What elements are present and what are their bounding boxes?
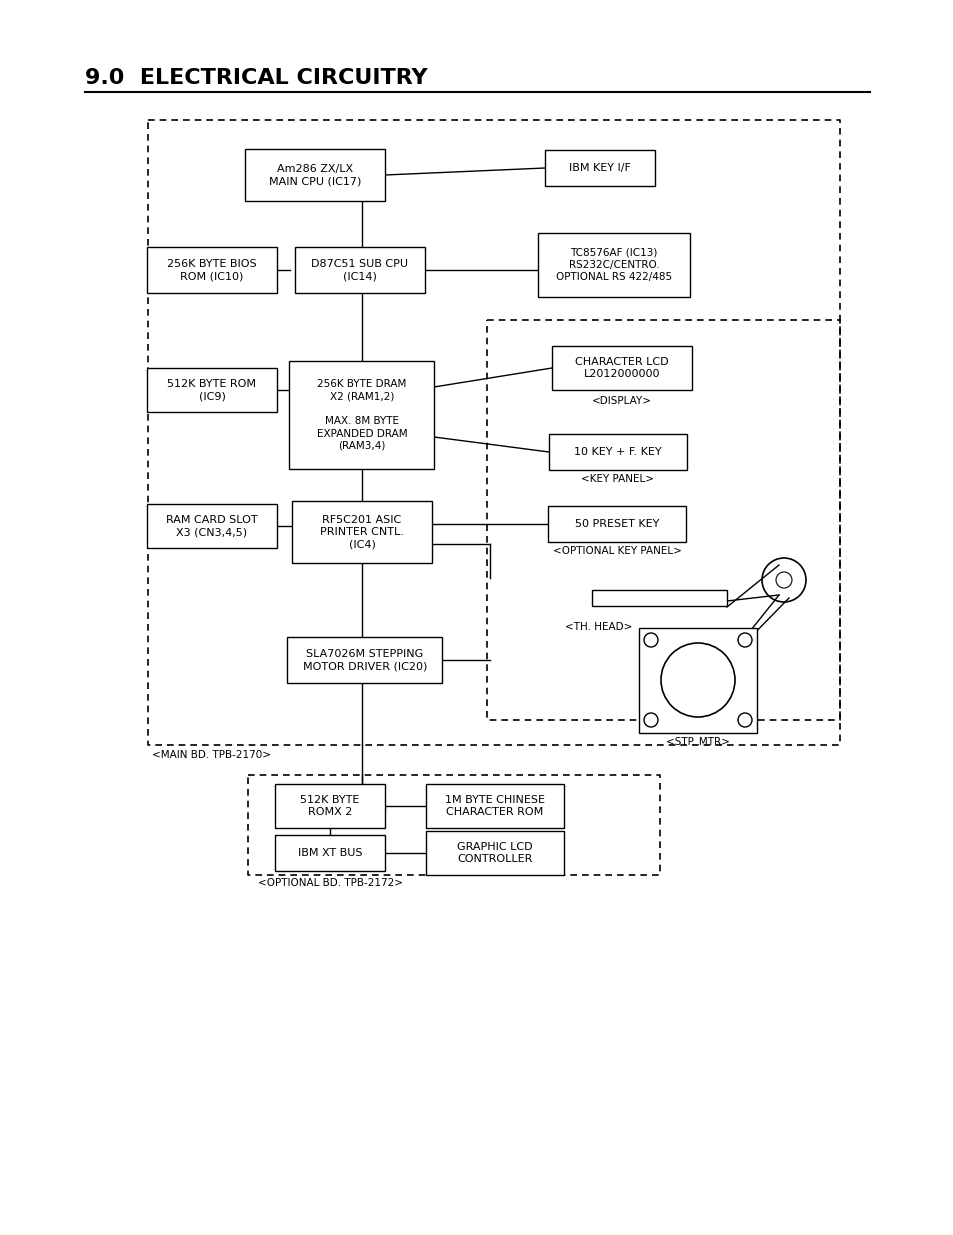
Text: 9.0  ELECTRICAL CIRCUITRY: 9.0 ELECTRICAL CIRCUITRY: [85, 68, 427, 88]
Text: RAM CARD SLOT
X3 (CN3,4,5): RAM CARD SLOT X3 (CN3,4,5): [166, 515, 257, 537]
Bar: [639, 627, 757, 732]
Bar: [426, 831, 563, 876]
Bar: [147, 368, 276, 412]
Bar: [547, 506, 685, 542]
Text: <OPTIONAL BD. TPB-2172>: <OPTIONAL BD. TPB-2172>: [257, 878, 402, 888]
Text: GRAPHIC LCD
CONTROLLER: GRAPHIC LCD CONTROLLER: [456, 842, 533, 864]
Bar: [274, 835, 385, 871]
Bar: [274, 784, 385, 827]
Text: Am286 ZX/LX
MAIN CPU (IC17): Am286 ZX/LX MAIN CPU (IC17): [269, 164, 361, 186]
Bar: [592, 590, 727, 606]
Text: IBM KEY I/F: IBM KEY I/F: [569, 163, 630, 173]
Text: <STP. MTR>: <STP. MTR>: [665, 737, 729, 747]
Text: 50 PRESET KEY: 50 PRESET KEY: [575, 519, 659, 529]
Bar: [426, 784, 563, 827]
Text: RF5C201 ASIC
PRINTER CNTL.
(IC4): RF5C201 ASIC PRINTER CNTL. (IC4): [319, 515, 403, 550]
Text: <MAIN BD. TPB-2170>: <MAIN BD. TPB-2170>: [152, 750, 271, 760]
Bar: [289, 361, 434, 469]
Bar: [292, 501, 432, 563]
Bar: [537, 233, 689, 296]
Text: <OPTIONAL KEY PANEL>: <OPTIONAL KEY PANEL>: [552, 546, 680, 556]
Text: SLA7026M STEPPING
MOTOR DRIVER (IC20): SLA7026M STEPPING MOTOR DRIVER (IC20): [302, 648, 427, 671]
Bar: [147, 504, 276, 548]
Text: CHARACTER LCD
L2012000000: CHARACTER LCD L2012000000: [575, 357, 668, 379]
Bar: [294, 247, 424, 293]
Text: 256K BYTE DRAM
X2 (RAM1,2)

MAX. 8M BYTE
EXPANDED DRAM
(RAM3,4): 256K BYTE DRAM X2 (RAM1,2) MAX. 8M BYTE …: [316, 379, 407, 451]
Text: D87C51 SUB CPU
(IC14): D87C51 SUB CPU (IC14): [312, 259, 408, 282]
Bar: [147, 247, 276, 293]
Text: 512K BYTE ROM
(IC9): 512K BYTE ROM (IC9): [168, 379, 256, 401]
Text: <TH. HEAD>: <TH. HEAD>: [564, 622, 632, 632]
Text: <DISPLAY>: <DISPLAY>: [592, 396, 651, 406]
Text: TC8576AF (IC13)
RS232C/CENTRO.
OPTIONAL RS 422/485: TC8576AF (IC13) RS232C/CENTRO. OPTIONAL …: [556, 247, 671, 283]
Text: 10 KEY + F. KEY: 10 KEY + F. KEY: [574, 447, 661, 457]
Bar: [287, 637, 442, 683]
Bar: [548, 433, 686, 471]
Text: <KEY PANEL>: <KEY PANEL>: [581, 474, 654, 484]
Bar: [552, 346, 691, 390]
Bar: [544, 149, 655, 186]
Bar: [245, 149, 385, 201]
Text: 512K BYTE
ROMX 2: 512K BYTE ROMX 2: [300, 795, 359, 818]
Text: 1M BYTE CHINESE
CHARACTER ROM: 1M BYTE CHINESE CHARACTER ROM: [444, 795, 544, 818]
Text: IBM XT BUS: IBM XT BUS: [297, 848, 362, 858]
Text: 256K BYTE BIOS
ROM (IC10): 256K BYTE BIOS ROM (IC10): [167, 259, 256, 282]
